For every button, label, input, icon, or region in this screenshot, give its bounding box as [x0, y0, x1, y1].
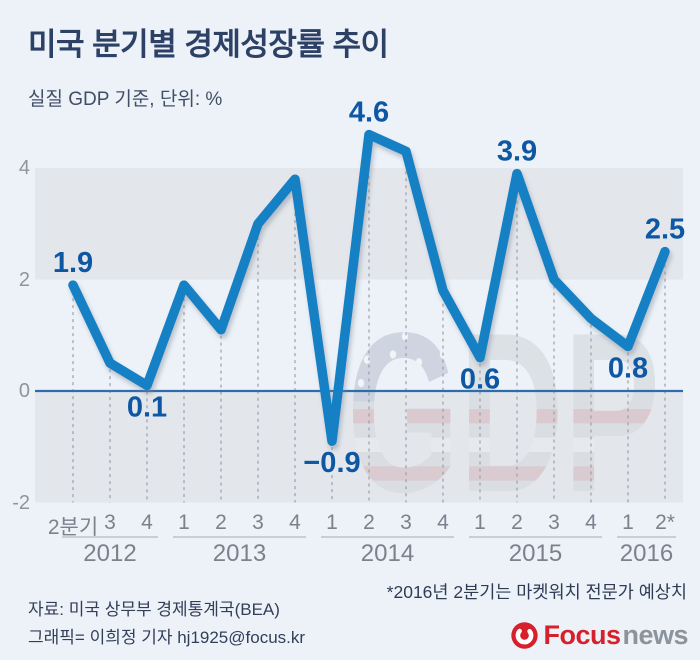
quarter-label: 1 [474, 511, 486, 534]
y-tick-label: 0 [18, 380, 30, 402]
year-label: 2016 [619, 540, 674, 567]
year-label: 2015 [508, 540, 563, 567]
y-tick-label: 2 [18, 268, 30, 291]
value-label: 0.8 [608, 352, 648, 384]
source-note: 자료: 미국 상무부 경제통계국(BEA) [28, 600, 280, 619]
quarter-label: 3 [548, 511, 560, 534]
year-label: 2012 [83, 540, 137, 567]
year-label: 2014 [360, 540, 415, 567]
quarter-label: 3 [400, 511, 412, 534]
quarter-label: 4 [585, 511, 597, 534]
focus-news-logo: Focus news [510, 620, 688, 651]
logo-focus-text: Focus [543, 620, 621, 650]
quarter-label: 1 [178, 511, 190, 534]
shaded-band [35, 391, 683, 503]
quarter-label: 2* [655, 511, 675, 534]
year-group-underline [62, 536, 158, 538]
focus-news-icon [511, 622, 539, 649]
value-label: 4.6 [349, 97, 389, 129]
y-tick-label: 4 [18, 157, 30, 179]
year-group-underline [469, 536, 602, 538]
quarter-label: 2 [363, 511, 375, 534]
value-label: 0.1 [127, 391, 167, 423]
quarter-label: 3 [104, 511, 116, 534]
gdp-watermark: GDP [347, 286, 660, 540]
estimate-footnote: *2016년 2분기는 마켓워치 전문가 예상치 [386, 582, 687, 602]
value-label: 3.9 [497, 136, 537, 168]
value-label: −0.9 [303, 447, 360, 479]
quarter-label: 4 [289, 511, 301, 534]
value-label: 2.5 [645, 214, 685, 246]
quarter-label: 2분기 [47, 516, 99, 539]
page-subtitle: 실질 GDP 기준, 단위: % [28, 89, 223, 110]
credit-note: 그래픽= 이희정 기자 hj1925@focus.kr [28, 628, 306, 647]
value-label: 0.6 [460, 364, 500, 396]
year-group-underline [321, 536, 454, 538]
quarter-label: 1 [622, 511, 634, 534]
growth-line [68, 129, 670, 446]
quarter-label: 4 [141, 511, 153, 534]
quarter-label: 2 [215, 511, 227, 534]
year-group-underline [617, 536, 676, 538]
year-label: 2013 [212, 540, 267, 567]
quarter-label: 3 [252, 511, 264, 534]
svg-text:GDP: GDP [347, 286, 660, 540]
y-tick-label: -2 [12, 491, 30, 514]
logo-news-text: news [622, 620, 688, 650]
quarter-label: 2 [511, 511, 523, 534]
page-title: 미국 분기별 경제성장률 추이 [28, 27, 389, 62]
quarter-label: 1 [326, 511, 338, 534]
year-group-underline [173, 536, 306, 538]
value-label: 1.9 [53, 247, 93, 279]
quarter-label: 4 [437, 511, 449, 534]
